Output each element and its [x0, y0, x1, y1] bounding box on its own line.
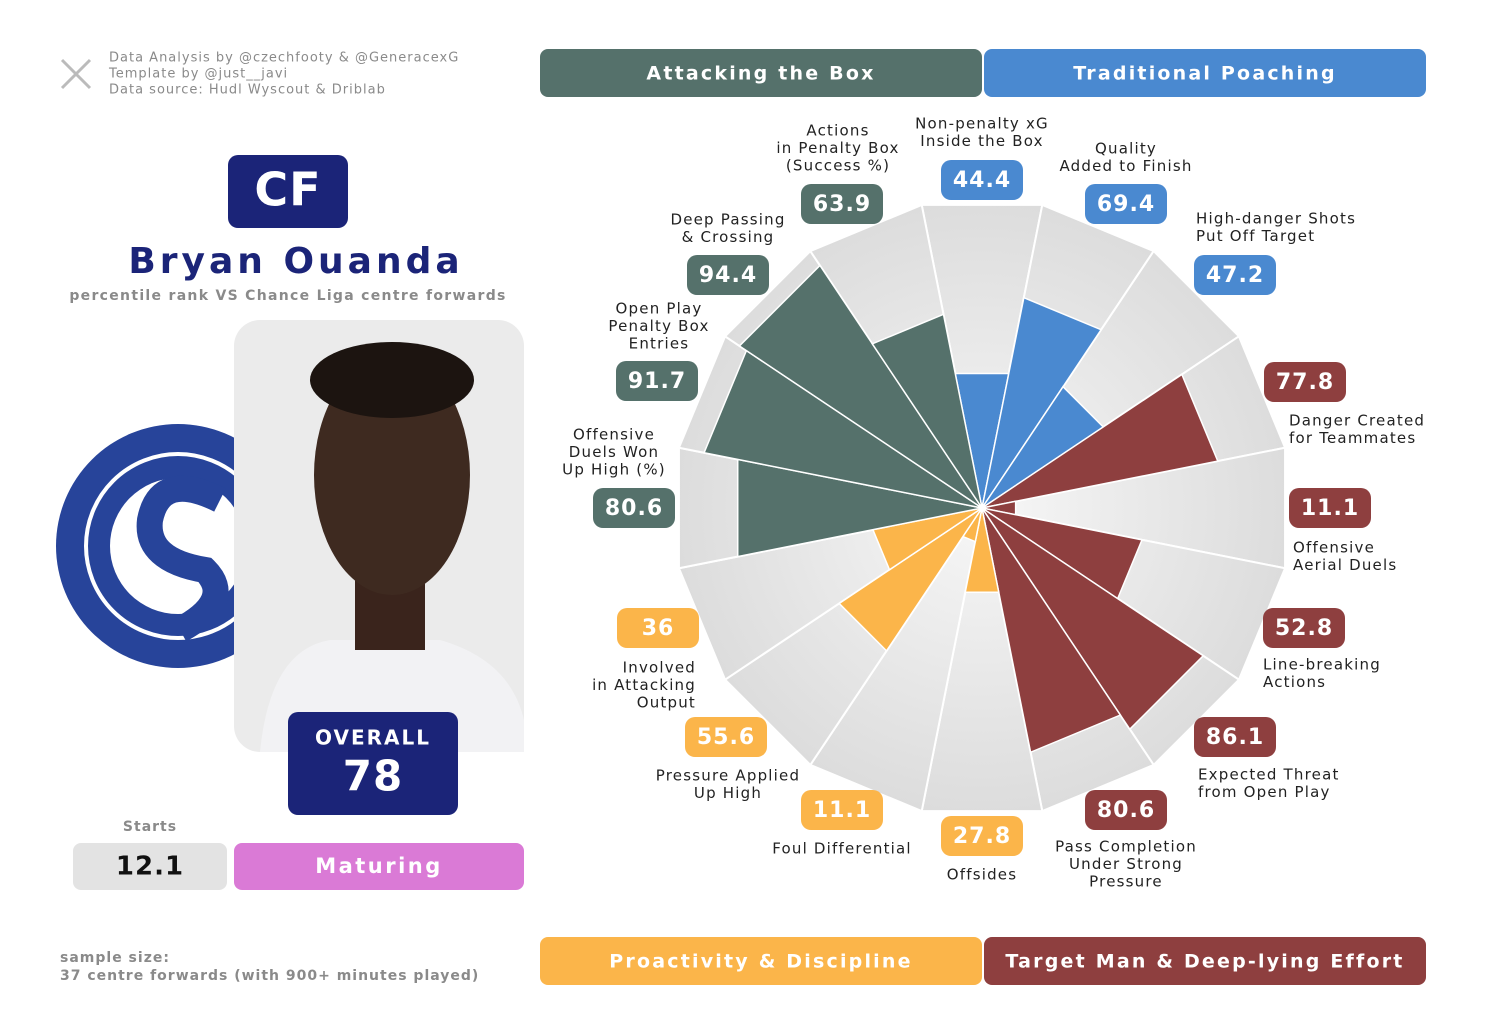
slice-label: Foul Differential	[772, 840, 912, 858]
slice-label: High-danger Shots	[1196, 210, 1356, 228]
credit: Template by @just__javi	[108, 67, 288, 82]
value-label: 80.6	[1097, 798, 1155, 823]
overall-box	[288, 712, 458, 815]
credit: Data source: Hudl Wyscout & Driblab	[109, 83, 386, 98]
slice-label: Up High	[694, 784, 762, 802]
footer: sample size:	[60, 950, 170, 966]
slice-label: Added to Finish	[1059, 157, 1192, 175]
slice-value	[981, 373, 1219, 509]
slice-label: from Open Play	[1198, 783, 1331, 801]
slice-value	[871, 313, 983, 509]
slice-label: Offensive	[1293, 539, 1375, 557]
slice-label: Under Strong	[1069, 855, 1183, 873]
value-box	[685, 717, 767, 757]
value-label: 47.2	[1206, 263, 1264, 288]
value-box	[1194, 717, 1276, 757]
slice-label: Pass Completion	[1055, 838, 1197, 856]
slice-label: Penalty Box	[608, 317, 709, 335]
slice-label: Quality	[1095, 140, 1157, 158]
category-header-label: Proactivity & Discipline	[609, 951, 912, 973]
value-box	[1289, 488, 1371, 528]
value-box	[687, 255, 769, 295]
value-box	[1085, 184, 1167, 224]
footer: 37 centre forwards (with 900+ minutes pl…	[60, 968, 479, 984]
slice-label: Offensive	[573, 426, 655, 444]
slice-label: Expected Threat	[1198, 766, 1340, 784]
slice-label: Actions	[1263, 673, 1326, 691]
value-label: 91.7	[628, 369, 686, 394]
value-box	[617, 608, 699, 648]
category-header-label: Target Man & Deep-lying Effort	[1005, 951, 1404, 973]
slice-value	[964, 507, 1000, 594]
slice-label: Up High (%)	[562, 461, 666, 479]
slice-label: Danger Created	[1289, 412, 1425, 430]
slice-label: Pressure	[1089, 873, 1163, 891]
slice-label: Deep Passing	[670, 211, 785, 229]
slice-label: Involved	[623, 659, 696, 677]
slice-label: Inside the Box	[920, 132, 1044, 150]
value-label: 94.4	[699, 263, 757, 288]
value-box	[593, 488, 675, 528]
overall-label: OVERALL	[315, 726, 431, 750]
category-header	[984, 49, 1426, 97]
value-label: 11.1	[1301, 496, 1359, 521]
value-label: 11.1	[813, 798, 871, 823]
value-box	[1263, 608, 1345, 648]
value-label: 63.9	[813, 192, 871, 217]
value-label: 69.4	[1097, 192, 1155, 217]
credit: Data Analysis by @czechfooty & @Generace…	[109, 51, 459, 66]
starts-value: 12.1	[116, 852, 184, 882]
category-header-label: Attacking the Box	[646, 63, 875, 85]
x-logo[interactable]	[60, 58, 92, 90]
slice-label: Duels Won	[569, 443, 659, 461]
status-box	[234, 843, 524, 890]
starts-box	[73, 843, 227, 890]
value-box	[801, 184, 883, 224]
value-box	[801, 790, 883, 830]
value-label: 80.6	[605, 496, 663, 521]
slice-label: Open Play	[616, 300, 703, 318]
value-box	[941, 816, 1023, 856]
category-header-label: Traditional Poaching	[1073, 63, 1337, 85]
slice-label: in Penalty Box	[776, 139, 899, 157]
slice-label: Output	[637, 694, 696, 712]
slice-label: Non-penalty xG	[915, 115, 1049, 133]
value-label: 55.6	[697, 725, 755, 750]
slice-label: Offsides	[947, 866, 1018, 884]
value-label: 44.4	[953, 168, 1011, 193]
subtitle: percentile rank VS Chance Liga centre fo…	[69, 288, 506, 304]
starts-label: Starts	[123, 819, 177, 835]
player-name: Bryan Ouanda	[128, 241, 463, 282]
value-label: 27.8	[953, 824, 1011, 849]
slice-label: & Crossing	[682, 228, 775, 246]
slice-label: (Success %)	[786, 157, 890, 175]
slice-label: Pressure Applied	[656, 767, 800, 785]
slice-label: Actions	[806, 122, 869, 140]
position-badge	[228, 155, 348, 228]
category-header	[984, 937, 1426, 985]
slice-label: for Teammates	[1289, 429, 1416, 447]
slice-label: Put Off Target	[1196, 227, 1315, 245]
value-label: 86.1	[1206, 725, 1264, 750]
value-label: 52.8	[1275, 616, 1333, 641]
overall-value: 78	[343, 752, 403, 801]
value-box	[1194, 255, 1276, 295]
slice-label: Entries	[629, 335, 690, 353]
slice-label: in Attacking	[592, 676, 696, 694]
value-box	[616, 361, 698, 401]
category-header	[540, 49, 982, 97]
category-header	[540, 937, 982, 985]
status: Maturing	[315, 854, 443, 878]
value-box	[941, 160, 1023, 200]
club-logo	[56, 424, 236, 668]
slice-value	[981, 507, 1122, 754]
slice-label: Line-breaking	[1263, 656, 1381, 674]
value-box	[1264, 362, 1346, 402]
slice-label: Aerial Duels	[1293, 556, 1397, 574]
value-label: 36	[642, 616, 675, 641]
value-box	[1085, 790, 1167, 830]
position: CF	[254, 163, 321, 217]
value-label: 77.8	[1276, 370, 1334, 395]
